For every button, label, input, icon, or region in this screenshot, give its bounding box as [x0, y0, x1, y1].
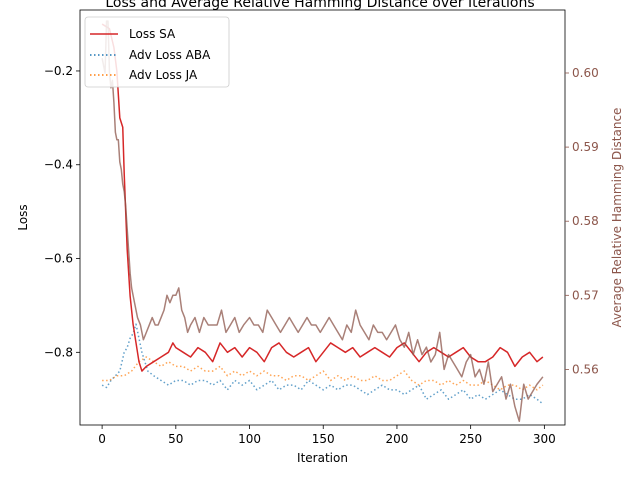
legend-label-loss-sa: Loss SA [129, 27, 176, 41]
series-line-adv-loss-aba [101, 323, 544, 405]
y-right-tick-label: 0.57 [572, 288, 599, 302]
y-axis-ticks: −0.8 −0.6 −0.4 −0.2 [44, 64, 80, 359]
y-tick-label: −0.8 [44, 345, 73, 359]
y-axis-label: Loss [16, 204, 30, 230]
y-right-tick-label: 0.58 [572, 214, 599, 228]
y-tick-label: −0.6 [44, 252, 73, 266]
y-axis-right-ticks: 0.56 0.57 0.58 0.59 0.60 [565, 66, 599, 376]
x-tick-label: 300 [533, 432, 556, 446]
plot-frame [79, 9, 566, 426]
x-tick-label: 0 [98, 432, 106, 446]
x-tick-label: 100 [238, 432, 261, 446]
y-right-tick-label: 0.60 [572, 66, 599, 80]
y-tick-label: −0.4 [44, 158, 73, 172]
y-axis-right-label: Average Relative Hamming Distance [610, 108, 624, 328]
legend: Loss SA Adv Loss ABA Adv Loss JA [84, 16, 230, 88]
series-line-adv-loss-ja [102, 356, 544, 391]
chart-title: Loss and Average Relative Hamming Distan… [105, 0, 534, 11]
y-right-tick-label: 0.56 [572, 362, 599, 376]
x-axis-label: Iteration [297, 451, 348, 465]
x-tick-label: 250 [459, 432, 482, 446]
series-layer [101, 20, 544, 423]
y-right-tick-label: 0.59 [572, 140, 599, 154]
x-tick-label: 50 [168, 432, 183, 446]
legend-box [84, 16, 230, 88]
x-tick-label: 200 [385, 432, 408, 446]
legend-label-adv-loss-aba: Adv Loss ABA [129, 48, 211, 62]
y-tick-label: −0.2 [44, 64, 73, 78]
series-line-hamming-distance [101, 20, 544, 423]
x-tick-label: 150 [312, 432, 335, 446]
legend-label-adv-loss-ja: Adv Loss JA [129, 68, 198, 82]
series-line-loss-sa [101, 23, 544, 372]
x-axis-ticks: 0 50 100 150 200 250 300 [98, 425, 556, 446]
